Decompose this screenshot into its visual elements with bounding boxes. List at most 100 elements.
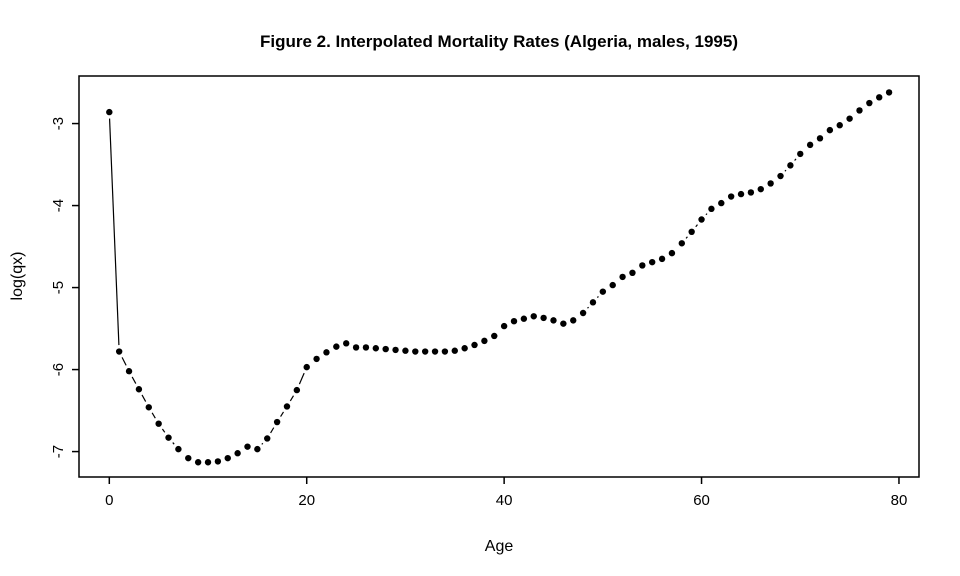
data-point (155, 420, 162, 427)
data-point (392, 346, 399, 354)
connecting-segment (261, 442, 264, 445)
data-point (125, 368, 133, 375)
data-point (224, 454, 231, 462)
data-point (106, 108, 113, 116)
data-point (451, 347, 458, 354)
data-point (194, 459, 202, 466)
data-point (382, 345, 389, 353)
data-point (816, 135, 824, 142)
y-tick-label: -3 (50, 117, 67, 130)
connecting-segment (161, 428, 166, 433)
data-series (106, 89, 893, 466)
data-point (579, 309, 587, 317)
x-tick-label: 60 (693, 492, 710, 509)
data-point (412, 348, 419, 355)
connecting-segment (298, 372, 305, 385)
y-tick-label: -7 (50, 445, 67, 458)
data-point (787, 162, 794, 169)
connecting-segment (685, 236, 688, 239)
data-point (273, 418, 281, 426)
connecting-segment (172, 442, 175, 445)
data-point (323, 349, 330, 356)
data-point (362, 344, 370, 351)
connecting-segment (141, 394, 147, 402)
connecting-segment (270, 427, 275, 434)
data-point (560, 320, 567, 327)
connecting-segment (784, 169, 787, 172)
y-tick-label: -6 (50, 363, 67, 376)
data-point (283, 403, 291, 410)
x-axis-label: Age (485, 538, 514, 555)
data-point (885, 89, 893, 96)
data-point (145, 404, 152, 411)
data-point (313, 355, 320, 363)
data-point (658, 255, 666, 263)
data-point (876, 94, 883, 101)
data-point (165, 434, 172, 441)
data-point (727, 193, 735, 200)
data-point (688, 228, 695, 236)
data-point (510, 317, 518, 325)
y-axis-label: log(qx) (9, 252, 26, 301)
data-point (737, 190, 745, 198)
data-point (678, 240, 686, 247)
connecting-segment (280, 411, 285, 417)
data-point (530, 313, 537, 320)
data-point (747, 189, 755, 196)
data-point (570, 317, 577, 324)
data-point (115, 348, 123, 355)
data-point (204, 459, 212, 466)
connecting-segment (695, 224, 698, 228)
data-point (757, 185, 764, 193)
data-point (668, 249, 676, 257)
data-point (520, 315, 528, 322)
data-point (540, 314, 547, 322)
y-tick-label: -4 (50, 199, 67, 212)
plot-border (78, 75, 920, 478)
data-point (234, 450, 241, 457)
data-point (491, 332, 498, 340)
data-point (698, 216, 705, 223)
data-point (293, 386, 301, 394)
y-tick-label: -5 (50, 281, 67, 294)
data-point (343, 340, 350, 347)
data-point (777, 172, 784, 180)
x-tick-label: 20 (298, 492, 315, 509)
data-point (471, 341, 478, 349)
x-tick-label: 40 (496, 492, 513, 509)
connecting-segment (121, 357, 127, 366)
chart-title: Figure 2. Interpolated Mortality Rates (… (260, 32, 738, 51)
data-point (609, 281, 616, 289)
data-point (500, 322, 508, 330)
data-point (441, 348, 449, 355)
data-point (836, 122, 843, 129)
y-axis: -3 -4 -5 -6 -7 (50, 117, 79, 458)
data-point (797, 150, 804, 158)
connecting-segment (289, 395, 295, 402)
data-point (866, 99, 873, 107)
data-point (708, 205, 715, 213)
data-point (214, 458, 222, 465)
data-point (846, 115, 853, 122)
data-point (244, 443, 251, 450)
data-point (550, 317, 557, 324)
connecting-segment (705, 213, 708, 216)
x-tick-label: 0 (105, 492, 113, 509)
data-point (402, 347, 409, 354)
data-point (372, 345, 380, 352)
x-axis: 0 20 40 60 80 (105, 477, 907, 509)
data-point (481, 337, 488, 345)
data-point (175, 445, 182, 453)
data-point (303, 363, 310, 371)
data-point (639, 262, 646, 269)
data-point (431, 348, 439, 355)
connecting-segment (596, 296, 599, 298)
data-point (461, 345, 468, 352)
connecting-segment (587, 306, 589, 309)
data-point (767, 180, 774, 187)
data-point (421, 348, 429, 355)
connecting-segment (151, 412, 156, 419)
connecting-segment (108, 118, 120, 346)
data-point (826, 126, 834, 134)
